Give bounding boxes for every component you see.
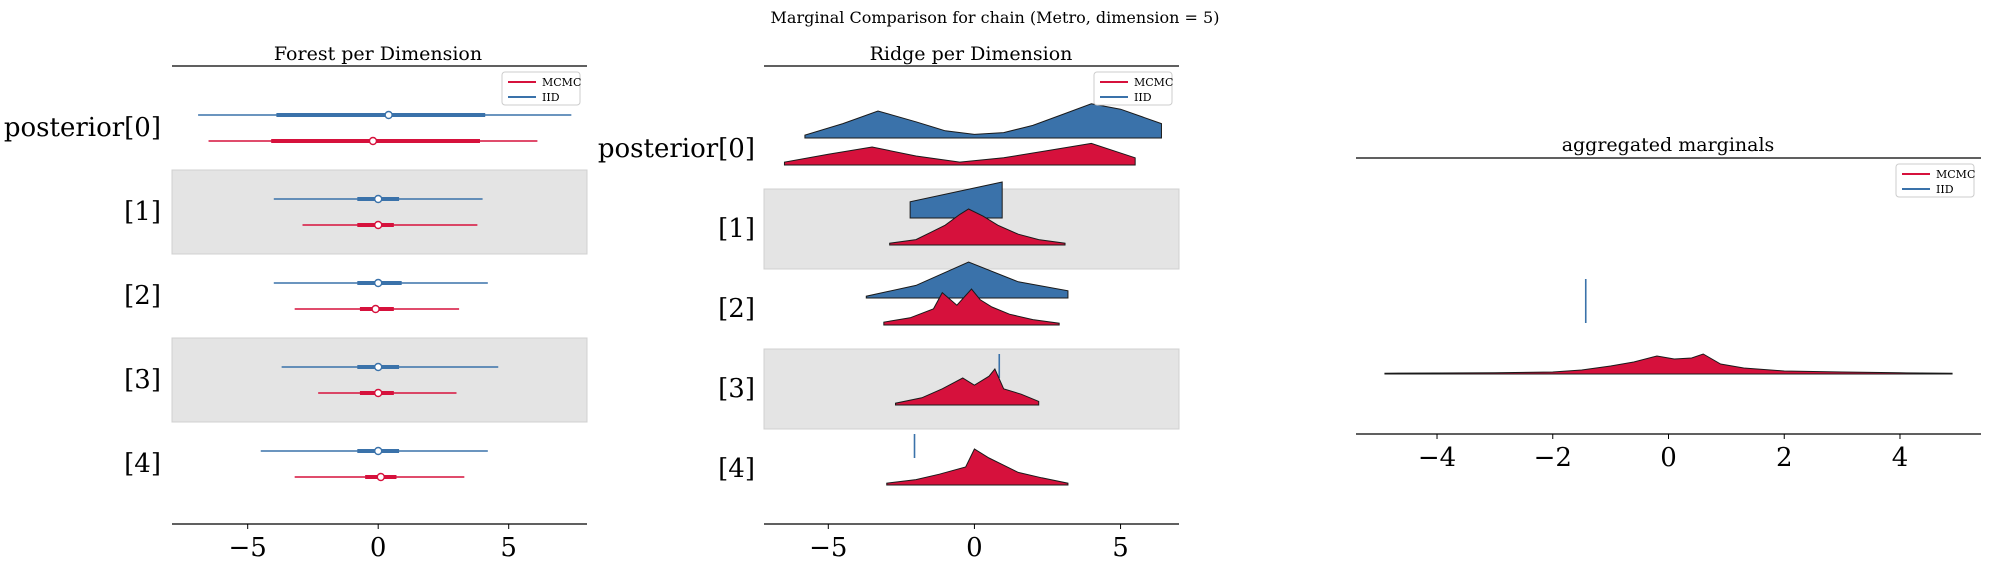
forest-mcmc-median-point bbox=[373, 220, 383, 230]
forest-mcmc-median-point bbox=[371, 304, 380, 314]
ridge-mcmc-density bbox=[883, 288, 1060, 326]
forest-x-tick-label: −5 bbox=[229, 533, 267, 563]
forest-mcmc-median-point bbox=[376, 472, 386, 482]
forest-row-label: [1] bbox=[124, 197, 161, 227]
aggregated-legend-label-mcmc: MCMC bbox=[1936, 168, 1975, 181]
ridge-row-label: [4] bbox=[718, 454, 755, 484]
forest-row-band bbox=[171, 169, 588, 255]
ridge-legend-label-mcmc: MCMC bbox=[1134, 76, 1173, 89]
aggregated-x-tick-label: 2 bbox=[1776, 443, 1793, 473]
forest-title: Forest per Dimension bbox=[274, 43, 482, 65]
aggregated-x-tick-label: −4 bbox=[1418, 443, 1456, 473]
aggregated-x-tick-label: −2 bbox=[1534, 443, 1572, 473]
ridge-row-label: [3] bbox=[718, 374, 755, 404]
ridge-mcmc-density bbox=[889, 208, 1066, 246]
forest-row-band bbox=[171, 337, 588, 423]
ridge-x-tick-label: 5 bbox=[1112, 533, 1129, 563]
ridge-iid-density bbox=[865, 261, 1069, 299]
ridge-iid-density bbox=[804, 103, 1162, 139]
ridge-row-label: [2] bbox=[718, 294, 755, 324]
forest-mcmc-median-point bbox=[373, 388, 383, 398]
forest-row-label: [3] bbox=[124, 365, 161, 395]
aggregated-title: aggregated marginals bbox=[1562, 134, 1775, 156]
forest-iid-median-point bbox=[373, 362, 383, 372]
aggregated-panel: aggregated marginals −4 −2 0 2 4 MCMC IID bbox=[1356, 134, 1981, 473]
forest-panel: Forest per Dimension −5 0 5 posterior[0] [1]… bbox=[4, 43, 588, 563]
figure-title: Marginal Comparison for chain (Metro, di… bbox=[771, 8, 1220, 27]
forest-mcmc-median-point bbox=[368, 136, 378, 146]
forest-x-tick-label: 5 bbox=[500, 533, 517, 563]
ridge-panel: Ridge per Dimension −5 0 5 posterior[0] [1] [… bbox=[598, 43, 1180, 563]
forest-row-label: posterior[0] bbox=[4, 113, 161, 143]
ridge-mcmc-density bbox=[783, 142, 1136, 166]
ridge-mcmc-density bbox=[895, 368, 1040, 406]
aggregated-legend-label-iid: IID bbox=[1936, 183, 1954, 196]
forest-x-tick-label: 0 bbox=[370, 533, 387, 563]
ridge-x-tick-label: −5 bbox=[809, 533, 847, 563]
forest-iid-median-point bbox=[373, 278, 383, 288]
forest-row-label: [2] bbox=[124, 281, 161, 311]
forest-iid-median-point bbox=[373, 446, 383, 456]
ridge-row-label: [1] bbox=[718, 214, 755, 244]
ridge-title: Ridge per Dimension bbox=[870, 43, 1073, 65]
forest-iid-median-point bbox=[384, 110, 393, 120]
forest-iid-median-point bbox=[373, 194, 383, 204]
ridge-x-tick-label: 0 bbox=[966, 533, 983, 563]
forest-legend-label-iid: IID bbox=[542, 91, 560, 104]
ridge-legend-label-iid: IID bbox=[1134, 91, 1152, 104]
aggregated-x-tick-label: 0 bbox=[1660, 443, 1677, 473]
aggregated-x-tick-label: 4 bbox=[1892, 443, 1909, 473]
ridge-mcmc-density bbox=[886, 448, 1069, 486]
forest-legend-label-mcmc: MCMC bbox=[542, 76, 581, 89]
ridge-iid-density bbox=[909, 181, 1003, 219]
forest-row-label: [4] bbox=[124, 449, 161, 479]
aggregated-mcmc-density bbox=[1384, 353, 1953, 375]
ridge-row-label: posterior[0] bbox=[598, 134, 755, 164]
